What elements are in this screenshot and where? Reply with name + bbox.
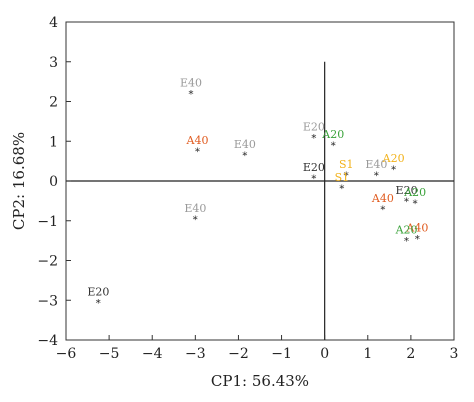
x-tick-label: −2 [228,346,249,362]
x-tick-label: −4 [142,346,163,362]
point-label: E20 [303,161,325,174]
point-marker: ∗ [188,88,195,99]
data-point: ∗E40 [184,202,206,224]
point-marker: ∗ [414,233,421,244]
x-tick-label: 1 [363,346,372,362]
x-tick-label: 2 [406,346,415,362]
data-point: ∗E20 [303,120,325,142]
data-point: ∗A40 [405,222,428,244]
point-label: A20 [382,152,405,165]
point-marker: ∗ [310,131,317,142]
point-label: A20 [403,186,426,199]
point-marker: ∗ [339,182,346,193]
point-label: E40 [184,202,206,215]
point-marker: ∗ [192,213,199,224]
x-axis-ticks: −6 −5 −4 −3 −2 −1 0 1 2 3 [56,335,459,362]
y-tick-label: 2 [49,95,58,111]
x-tick-label: −5 [99,346,120,362]
x-tick-label: 3 [450,346,459,362]
x-tick-label: 0 [320,346,329,362]
data-point: ∗E40 [365,158,387,180]
point-marker: ∗ [310,172,317,183]
y-tick-label: 0 [49,174,58,190]
data-points: ∗E40∗A40∗E40∗E40∗E20∗E20∗A20∗E20∗S1∗S1 ∗E… [87,77,428,308]
data-point: ∗E40 [180,77,202,99]
point-marker: ∗ [390,163,397,174]
point-label: E20 [87,285,109,298]
point-marker: ∗ [403,235,410,246]
point-label: E40 [180,77,202,90]
y-tick-label: 4 [49,15,58,31]
x-axis-title: CP1: 56.43% [211,372,309,390]
data-point: ∗E40 [234,138,256,160]
point-label: S1 [335,171,350,184]
point-label: E20 [303,120,325,133]
data-point: ∗E20 [303,161,325,183]
y-tick-label: −1 [37,214,58,230]
data-point: ∗S1 [335,171,350,193]
data-point: ∗A20 [395,224,418,246]
y-tick-label: 1 [49,134,58,150]
point-marker: ∗ [330,139,337,150]
point-marker: ∗ [194,145,201,156]
point-label: A20 [321,128,344,141]
data-point: ∗A20 [403,186,426,208]
point-label: A40 [371,192,394,205]
data-point: ∗A20 [382,152,405,174]
x-tick-label: −3 [185,346,206,362]
point-label: E40 [365,158,387,171]
point-marker: ∗ [403,195,410,206]
point-marker: ∗ [379,203,386,214]
y-axis-ticks: −4 −3 −2 −1 0 1 2 3 4 [37,15,71,349]
point-label: E40 [234,138,256,151]
point-label: A20 [395,224,418,237]
point-marker: ∗ [412,197,419,208]
data-point: ∗E20 [87,285,109,307]
point-label: A40 [405,222,428,235]
x-tick-label: −1 [271,346,292,362]
y-axis-title: CP2: 16.68% [10,132,28,230]
point-label: E20 [396,184,418,197]
data-point: ∗A20 [321,128,344,150]
x-tick-label: −6 [56,346,77,362]
point-marker: ∗ [95,296,102,307]
y-tick-label: 3 [49,55,58,71]
y-tick-label: −3 [37,293,58,309]
point-label: A40 [186,134,209,147]
point-marker: ∗ [242,149,249,160]
point-label: S1 [339,158,354,171]
data-point: ∗A40 [186,134,209,156]
point-marker: ∗ [343,169,350,180]
y-tick-label: −2 [37,254,58,270]
data-point: ∗E20 [396,184,418,206]
point-marker: ∗ [373,169,380,180]
data-point: ∗A40 [371,192,394,214]
y-tick-label: −4 [37,333,58,349]
data-point: ∗S1 [339,158,354,180]
